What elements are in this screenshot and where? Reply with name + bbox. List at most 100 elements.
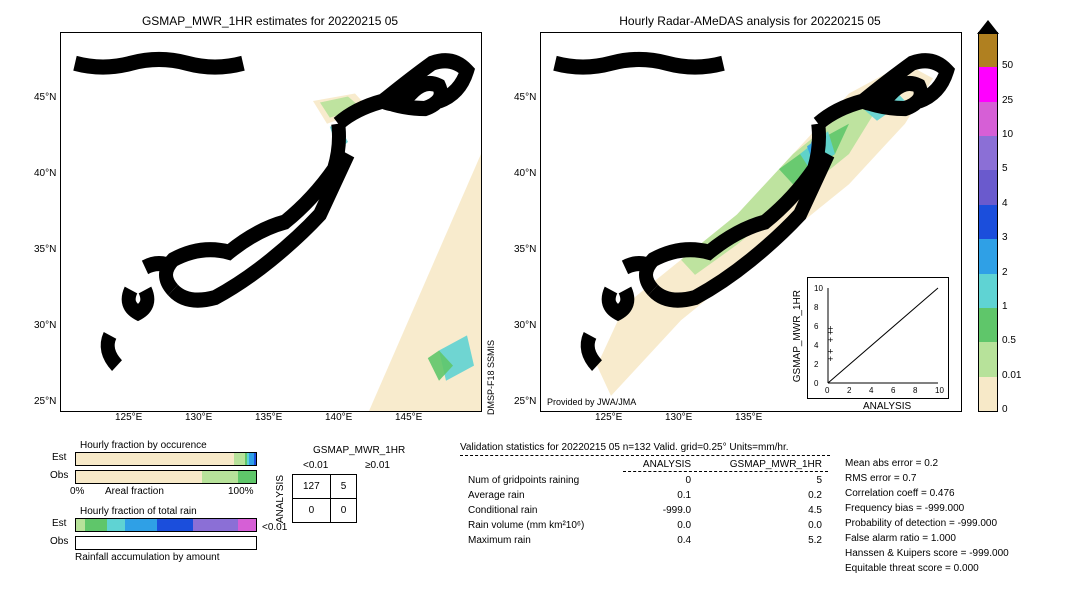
stats-row: Mean abs error = 0.2 [845,456,1009,471]
right-ytick-30: 30°N [514,320,536,331]
rain-caption: Rainfall accumulation by amount [75,552,220,563]
scatter-xlabel: ANALYSIS [863,401,911,412]
cont-row-header: ANALYSIS [275,475,286,523]
bar-segment [85,519,107,531]
colorbar-segment [979,342,997,376]
colorbar-segment [979,205,997,239]
colorbar-label: 10 [1002,129,1013,140]
bar-segment [193,519,238,531]
svg-text:10: 10 [814,284,823,293]
stats-list: Mean abs error = 0.2RMS error = 0.7Corre… [845,456,1009,576]
stats-row: Frequency bias = -999.000 [845,501,1009,516]
left-xtick-125: 125°E [115,412,142,423]
est-occ-bar [75,452,257,466]
cont-c01: 5 [330,475,357,499]
right-ytick-35: 35°N [514,244,536,255]
colorbar-segment [979,239,997,273]
scatter-ylabel: GSMAP_MWR_1HR [792,290,803,382]
left-xtick-145: 145°E [395,412,422,423]
right-xtick-125: 125°E [595,412,622,423]
vt-b: 5.2 [699,534,828,547]
cont-col-header: GSMAP_MWR_1HR [313,445,405,456]
colorbar-label: 5 [1002,163,1008,174]
colorbar-label: 25 [1002,95,1013,106]
obs-rain-bar [75,536,257,550]
right-map-title: Hourly Radar-AMeDAS analysis for 2022021… [540,14,960,28]
vt-label: Maximum rain [462,534,621,547]
right-credit: Provided by JWA/JMA [547,397,636,407]
vt-a: 0.4 [623,534,697,547]
obs-label-1: Obs [50,470,68,481]
colorbar-segment [979,274,997,308]
stats-row: Probability of detection = -999.000 [845,516,1009,531]
contingency-table: 1275 00 [292,474,357,523]
vt-h2: GSMAP_MWR_1HR [699,458,828,472]
svg-text:2: 2 [847,386,852,395]
cont-row-l1: <0.01 [262,522,287,533]
right-ytick-45: 45°N [514,92,536,103]
occ-title: Hourly fraction by occurence [80,440,207,451]
stats-row: Correlation coeff = 0.476 [845,486,1009,501]
vt-a: 0 [623,474,697,487]
bar-segment [76,453,234,465]
vt-h1: ANALYSIS [623,458,697,472]
vt-label: Conditional rain [462,504,621,517]
left-credit: DMSP-F18 SSMIS [486,340,496,415]
svg-text:+: + [828,347,833,357]
colorbar [978,32,998,412]
svg-text:8: 8 [814,303,819,312]
vt-label: Num of gridpoints raining [462,474,621,487]
cont-col-l1: ≥0.01 [365,460,390,471]
left-ytick-25: 25°N [34,396,56,407]
vt-label: Rain volume (mm km²10⁶) [462,519,621,532]
right-xtick-130: 130°E [665,412,692,423]
right-ytick-40: 40°N [514,168,536,179]
bar-segment [238,471,256,483]
left-xtick-140: 140°E [325,412,352,423]
bar-segment [76,471,202,483]
validation-table: ANALYSIS GSMAP_MWR_1HR Num of gridpoints… [460,456,830,549]
obs-label-2: Obs [50,536,68,547]
areal-l: 0% [70,486,84,497]
tot-title: Hourly fraction of total rain [80,506,197,517]
svg-text:+: + [828,324,833,334]
svg-text:6: 6 [891,386,896,395]
vt-label: Average rain [462,489,621,502]
vt-b: 5 [699,474,828,487]
left-map-title: GSMAP_MWR_1HR estimates for 20220215 05 [60,14,480,28]
svg-text:0: 0 [814,379,819,388]
svg-text:6: 6 [814,322,819,331]
areal-caption: Areal fraction [105,486,164,497]
colorbar-label: 0.01 [1002,370,1021,381]
right-map: Provided by JWA/JMA +++++ 0246810 024681… [540,32,962,412]
svg-text:4: 4 [814,341,819,350]
left-ytick-30: 30°N [34,320,56,331]
stats-row: Hanssen & Kuipers score = -999.000 [845,546,1009,561]
colorbar-label: 2 [1002,267,1008,278]
cont-c11: 0 [330,499,357,523]
vt-b: 4.5 [699,504,828,517]
vt-a: 0.1 [623,489,697,502]
left-ytick-45: 45°N [34,92,56,103]
left-ytick-40: 40°N [34,168,56,179]
est-label-2: Est [52,518,66,529]
est-rain-bar [75,518,257,532]
colorbar-segment [979,33,997,67]
stats-row: False alarm ratio = 1.000 [845,531,1009,546]
bar-segment [76,519,85,531]
colorbar-label: 0 [1002,404,1008,415]
svg-text:4: 4 [869,386,874,395]
svg-text:2: 2 [814,360,819,369]
areal-r: 100% [228,486,254,497]
bar-segment [125,519,157,531]
est-label-1: Est [52,452,66,463]
left-map [60,32,482,412]
svg-text:0: 0 [825,386,830,395]
colorbar-segment [979,377,997,411]
stats-row: RMS error = 0.7 [845,471,1009,486]
vt-b: 0.2 [699,489,828,502]
bar-segment [234,453,245,465]
vt-b: 0.0 [699,519,828,532]
left-xtick-130: 130°E [185,412,212,423]
cont-c00: 127 [293,475,331,499]
